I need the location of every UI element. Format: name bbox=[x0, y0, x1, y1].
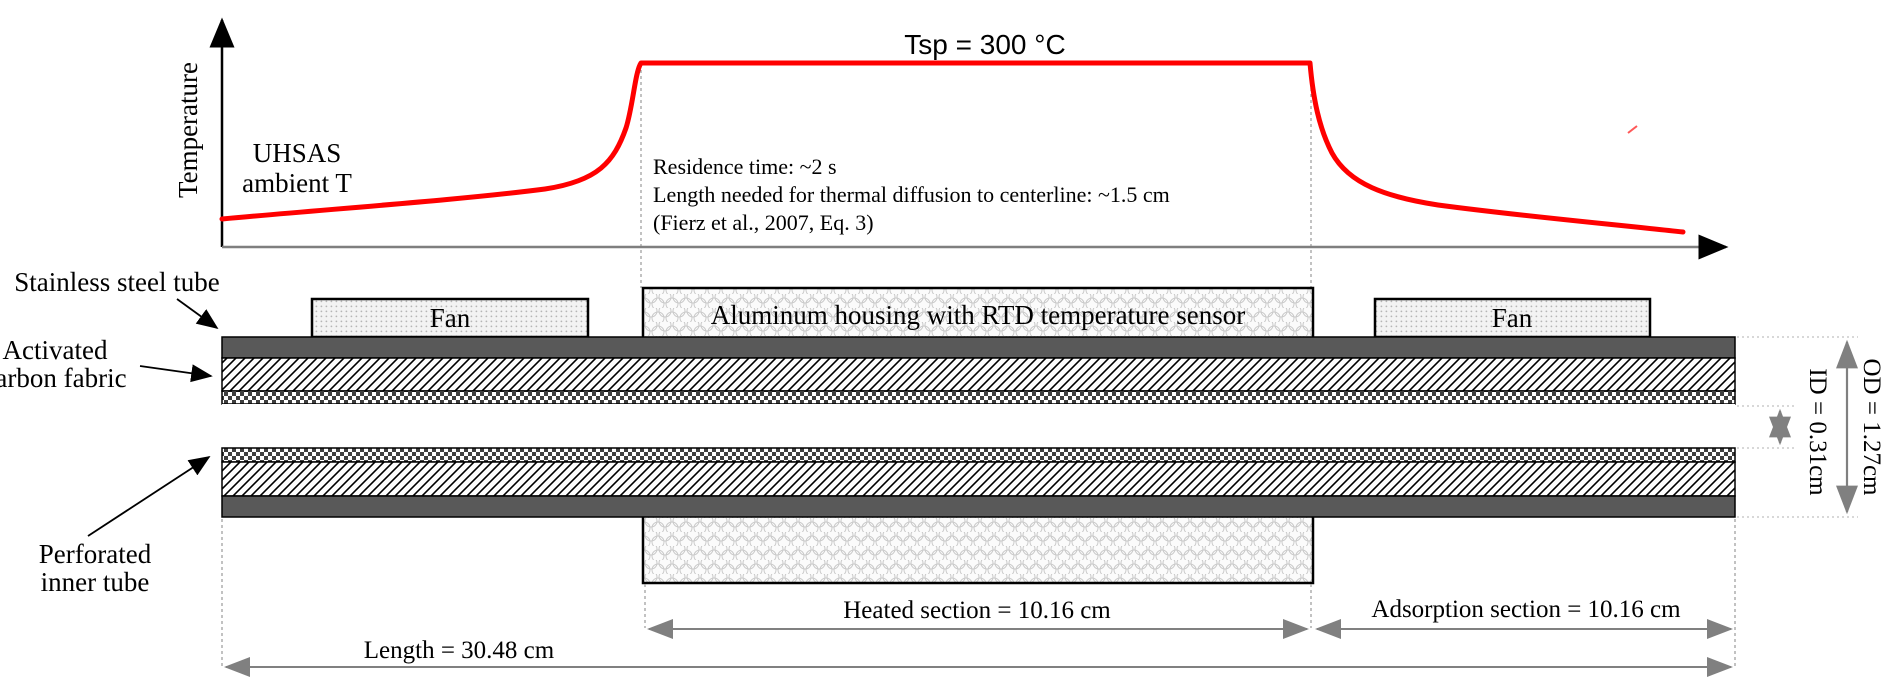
ambient-label-line2: ambient T bbox=[242, 168, 352, 198]
carbon-fabric-bottom bbox=[221, 461, 1736, 497]
carbon-fabric-top bbox=[221, 357, 1736, 392]
outer-tube-wall-top bbox=[221, 336, 1736, 359]
temperature-curve bbox=[219, 60, 1686, 235]
adsorption-dimension-label: Adsorption section = 10.16 cm bbox=[1371, 596, 1681, 623]
ambient-label-line1: UHSAS bbox=[253, 138, 342, 168]
note-line3: (Fierz et al., 2007, Eq. 3) bbox=[653, 210, 874, 235]
fan-right bbox=[1373, 297, 1652, 339]
note-line1: Residence time: ~2 s bbox=[653, 154, 837, 179]
device-schematic: Aluminum housing with RTD temperature se… bbox=[0, 267, 1736, 597]
carbon-fabric-label-line2: carbon fabric bbox=[0, 363, 127, 393]
id-dimension-label: ID = 0.31cm bbox=[1804, 368, 1831, 496]
housing-label: Aluminum housing with RTD temperature se… bbox=[711, 300, 1246, 330]
carbon-fabric-label-line1: Activated bbox=[3, 335, 108, 365]
length-dimension-label: Length = 30.48 cm bbox=[364, 637, 555, 664]
temperature-profile-plot: Temperature Tsp = 300 °C UHSAS ambient T… bbox=[173, 17, 1729, 288]
setpoint-label: Tsp = 300 °C bbox=[904, 29, 1065, 60]
outer-tube-wall-bottom bbox=[221, 495, 1736, 518]
carbon-fabric-pointer bbox=[139, 364, 213, 383]
od-dimension-label: OD = 1.27cm bbox=[1858, 359, 1884, 497]
fan-left-label: Fan bbox=[430, 303, 471, 333]
stray-red-mark bbox=[1627, 125, 1638, 134]
note-line2: Length needed for thermal diffusion to c… bbox=[653, 182, 1170, 207]
dimension-annotations: ID = 0.31cm OD = 1.27cm Heated section =… bbox=[221, 336, 1884, 677]
stainless-tube-label: Stainless steel tube bbox=[14, 267, 219, 297]
perforated-tube-pointer bbox=[87, 456, 211, 537]
perforated-tube-label-line2: inner tube bbox=[41, 567, 150, 597]
y-axis-label: Temperature bbox=[173, 62, 203, 198]
stainless-tube-pointer bbox=[176, 298, 219, 330]
perforated-tube-label-line1: Perforated bbox=[39, 539, 152, 569]
heated-dimension-label: Heated section = 10.16 cm bbox=[843, 597, 1111, 624]
perforated-tube-bottom bbox=[221, 447, 1736, 463]
fan-right-label: Fan bbox=[1492, 303, 1533, 333]
flow-channel bbox=[222, 404, 1735, 448]
perforated-tube-top bbox=[221, 390, 1736, 405]
